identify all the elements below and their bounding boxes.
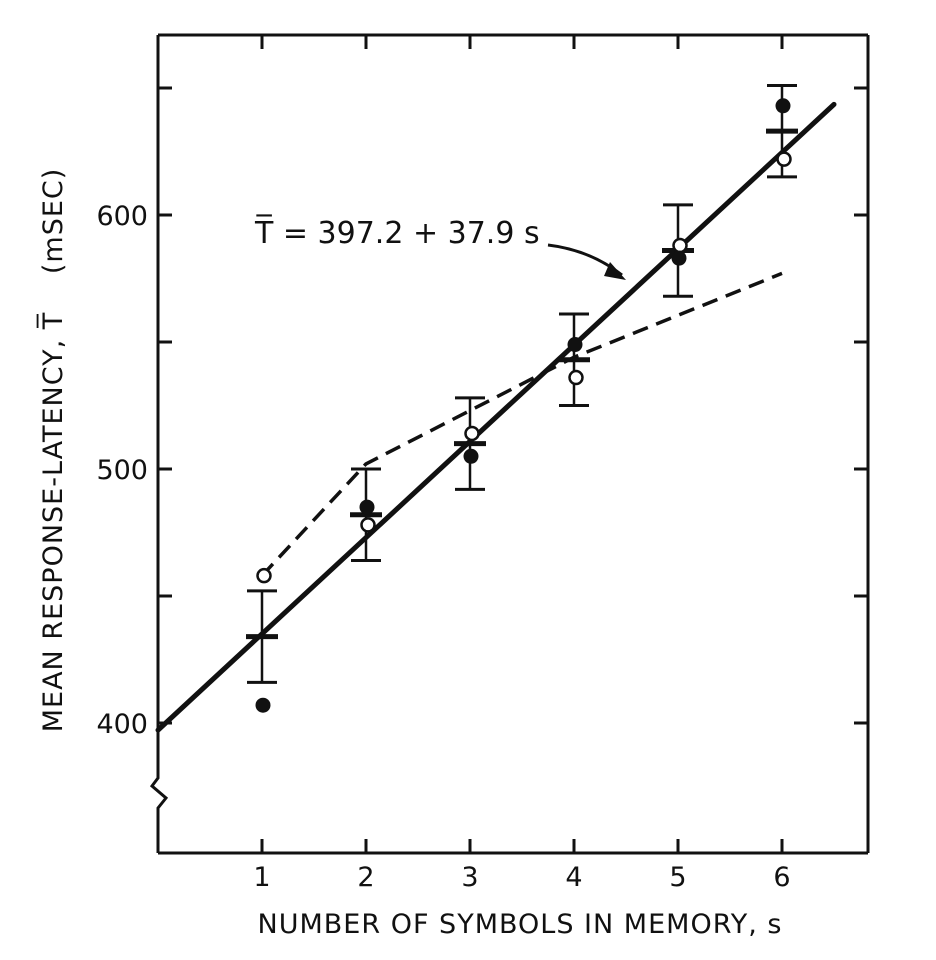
equation-annotation: T̅ = 397.2 + 37.9 s [254, 214, 540, 251]
open-point [776, 151, 792, 167]
filled-point [255, 697, 271, 713]
x-tick-label: 1 [253, 862, 270, 893]
y-tick-label: 400 [96, 709, 148, 740]
tick-labels: 1 2 3 4 5 6 400 500 600 [96, 201, 790, 893]
y-axis-with-break [149, 35, 169, 853]
x-tick-label: 5 [669, 862, 686, 893]
open-point [568, 369, 584, 386]
filled-point [463, 448, 479, 464]
plot-frame [149, 33, 870, 855]
fitted-line [155, 101, 837, 733]
open-point [672, 237, 688, 254]
open-point [256, 567, 272, 584]
error-bar [454, 396, 486, 491]
y-tick-label: 500 [96, 455, 148, 486]
error-bar [350, 467, 382, 562]
y-axis-title-main: MEAN RESPONSE-LATENCY, T̅ [37, 312, 69, 733]
x-tick-label: 3 [461, 862, 478, 893]
open-point [464, 425, 480, 442]
error-bar [558, 312, 590, 407]
dashed-series-line [260, 271, 783, 577]
error-bar [246, 589, 278, 684]
filled-point [775, 98, 791, 114]
x-tick-label: 6 [773, 862, 790, 893]
series-layer [155, 83, 837, 733]
y-axis-title-unit: (mSEC) [38, 168, 69, 274]
open-point [360, 517, 376, 533]
filled-point [359, 499, 375, 515]
y-tick-label: 600 [96, 201, 148, 232]
axis-ticks [158, 35, 868, 853]
annotation-arrowhead [604, 262, 626, 280]
x-axis-title: NUMBER OF SYMBOLS IN MEMORY, s [258, 909, 783, 940]
filled-point [567, 337, 583, 353]
x-tick-label: 4 [565, 862, 582, 893]
x-tick-label: 2 [357, 862, 374, 893]
y-axis-title: MEAN RESPONSE-LATENCY, T̅ (mSEC) [37, 168, 69, 733]
filled-point [671, 250, 687, 266]
